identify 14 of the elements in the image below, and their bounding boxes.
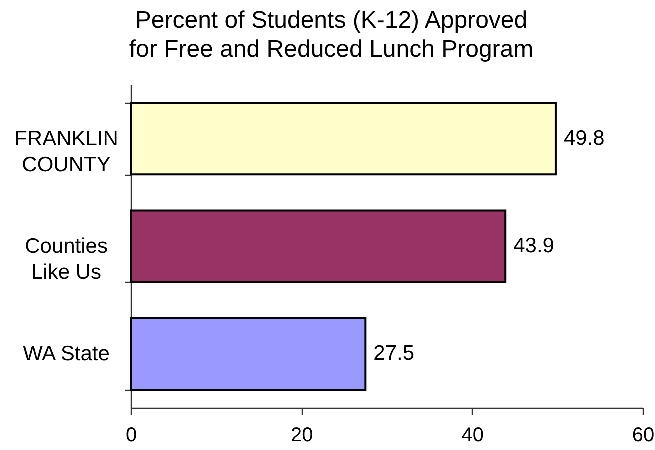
y-tick-label: Counties Like Us <box>25 235 108 284</box>
bar <box>130 317 367 391</box>
chart-title: Percent of Students (K-12) Approved for Free and Reduced Lunch Program <box>129 7 534 63</box>
x-tick-label: 20 <box>291 424 314 446</box>
x-tick-label: 40 <box>462 424 484 446</box>
bar <box>130 102 557 176</box>
data-label: 49.8 <box>564 126 605 150</box>
x-tick-label: 0 <box>126 424 138 446</box>
x-tick-label: 60 <box>632 424 655 446</box>
y-tick-label: FRANKLIN COUNTY <box>14 127 118 176</box>
data-label: 43.9 <box>514 234 554 258</box>
bar <box>130 210 507 284</box>
y-tick-label: WA State <box>23 342 110 366</box>
data-label: 27.5 <box>374 342 415 366</box>
